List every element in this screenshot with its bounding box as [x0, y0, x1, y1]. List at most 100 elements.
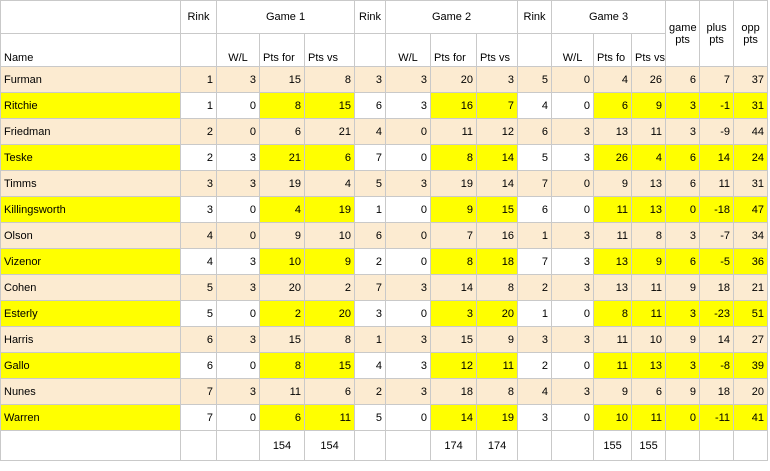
cell-pts-for-2[interactable]: 12: [430, 352, 478, 379]
cell-rink-2[interactable]: 1: [354, 196, 387, 223]
cell-rink-1[interactable]: 6: [180, 326, 217, 353]
cell-rink-2[interactable]: 4: [354, 352, 387, 379]
cell-pts-vs-3[interactable]: 13: [631, 196, 667, 223]
cell-pts-for-3[interactable]: 13: [593, 118, 633, 145]
cell-rink-1[interactable]: 5: [180, 274, 217, 301]
cell-rink-1[interactable]: 3: [180, 196, 217, 223]
cell-player-name[interactable]: Olson: [0, 222, 181, 249]
cell-plus-pts[interactable]: 11: [699, 170, 735, 197]
cell-rink-3[interactable]: 1: [517, 222, 553, 249]
cell-blank[interactable]: [551, 430, 595, 461]
cell-pts-vs-3[interactable]: 9: [631, 92, 667, 119]
cell-pts-vs-2[interactable]: 18: [476, 248, 519, 275]
cell-pts-for-3[interactable]: 4: [593, 66, 633, 93]
cell-rink-3[interactable]: 2: [517, 274, 553, 301]
cell-blank[interactable]: [180, 33, 217, 67]
cell-pts-for-2[interactable]: 14: [430, 274, 478, 301]
cell-plus-pts[interactable]: 14: [699, 144, 735, 171]
cell-player-name[interactable]: Furman: [0, 66, 181, 93]
cell-pts-vs-1[interactable]: 15: [303, 92, 356, 119]
cell-blank[interactable]: [733, 430, 769, 461]
cell-player-name[interactable]: Warren: [0, 404, 181, 431]
cell-plus-pts[interactable]: -5: [699, 248, 735, 275]
cell-opp-pts[interactable]: 24: [733, 144, 769, 171]
cell-pts-vs-3[interactable]: 11: [631, 274, 667, 301]
cell-rink-1[interactable]: 2: [180, 144, 217, 171]
cell-pts-for-2[interactable]: 14: [430, 404, 478, 431]
cell-pts-for-1[interactable]: 11: [259, 378, 305, 405]
cell-pts-for-3[interactable]: 6: [593, 92, 633, 119]
cell-plus-pts[interactable]: 18: [699, 274, 735, 301]
cell-plus-pts[interactable]: -1: [699, 92, 735, 119]
cell-wl-2[interactable]: 0: [385, 196, 432, 223]
cell-rink-2[interactable]: 5: [354, 170, 387, 197]
cell-pts-vs-3[interactable]: 11: [631, 300, 667, 327]
cell-game-pts[interactable]: 9: [665, 326, 701, 353]
cell-rink-2[interactable]: 3: [354, 300, 387, 327]
cell-pts-vs-3[interactable]: 4: [631, 144, 667, 171]
cell-wl-1[interactable]: 3: [216, 66, 260, 93]
cell-blank[interactable]: [354, 33, 387, 67]
cell-game-pts[interactable]: 6: [665, 66, 701, 93]
cell-rink-1[interactable]: 1: [180, 66, 217, 93]
cell-pts-vs-1[interactable]: 21: [303, 118, 356, 145]
cell-pts-vs-3[interactable]: 13: [631, 170, 667, 197]
header-plus-pts[interactable]: plus pts: [699, 0, 735, 67]
cell-opp-pts[interactable]: 21: [733, 274, 769, 301]
cell-pts-for-1[interactable]: 10: [259, 248, 305, 275]
cell-game-pts[interactable]: 9: [665, 274, 701, 301]
cell-plus-pts[interactable]: -9: [699, 118, 735, 145]
cell-blank[interactable]: [665, 430, 701, 461]
cell-rink-3[interactable]: 7: [517, 248, 553, 275]
cell-pts-vs-1[interactable]: 6: [303, 378, 356, 405]
cell-pts-vs-2[interactable]: 15: [476, 196, 519, 223]
cell-game-pts[interactable]: 3: [665, 300, 701, 327]
cell-blank[interactable]: [354, 430, 387, 461]
cell-wl-1[interactable]: 3: [216, 274, 260, 301]
cell-pts-vs-2[interactable]: 8: [476, 378, 519, 405]
cell-pts-for-1[interactable]: 8: [259, 352, 305, 379]
cell-pts-vs-1[interactable]: 6: [303, 144, 356, 171]
cell-total-pts-vs-2[interactable]: 174: [476, 430, 519, 461]
cell-wl-3[interactable]: 0: [551, 300, 595, 327]
cell-wl-2[interactable]: 3: [385, 170, 432, 197]
cell-total-pts-for-3[interactable]: 155: [593, 430, 633, 461]
cell-rink-2[interactable]: 2: [354, 248, 387, 275]
cell-wl-1[interactable]: 3: [216, 326, 260, 353]
cell-pts-vs-2[interactable]: 9: [476, 326, 519, 353]
cell-blank[interactable]: [216, 430, 260, 461]
cell-pts-for-3[interactable]: 11: [593, 326, 633, 353]
cell-player-name[interactable]: Killingsworth: [0, 196, 181, 223]
header-game-2[interactable]: Game 2: [385, 0, 519, 34]
cell-rink-3[interactable]: 7: [517, 170, 553, 197]
cell-opp-pts[interactable]: 31: [733, 170, 769, 197]
cell-opp-pts[interactable]: 20: [733, 378, 769, 405]
cell-pts-for-3[interactable]: 11: [593, 352, 633, 379]
cell-pts-vs-2[interactable]: 8: [476, 274, 519, 301]
cell-pts-vs-2[interactable]: 14: [476, 144, 519, 171]
cell-game-pts[interactable]: 0: [665, 404, 701, 431]
header-game-pts[interactable]: game pts: [665, 0, 701, 67]
cell-opp-pts[interactable]: 44: [733, 118, 769, 145]
cell-pts-for-3[interactable]: 11: [593, 196, 633, 223]
cell-pts-vs-1[interactable]: 8: [303, 326, 356, 353]
cell-wl-3[interactable]: 3: [551, 144, 595, 171]
cell-rink-2[interactable]: 3: [354, 66, 387, 93]
cell-wl-3[interactable]: 3: [551, 274, 595, 301]
cell-plus-pts[interactable]: -8: [699, 352, 735, 379]
header-rink-2[interactable]: Rink: [354, 0, 387, 34]
cell-pts-for-1[interactable]: 2: [259, 300, 305, 327]
header-name[interactable]: Name: [0, 33, 181, 67]
cell-wl-1[interactable]: 0: [216, 118, 260, 145]
cell-pts-for-2[interactable]: 7: [430, 222, 478, 249]
cell-plus-pts[interactable]: -11: [699, 404, 735, 431]
cell-total-pts-vs-3[interactable]: 155: [631, 430, 667, 461]
cell-pts-vs-3[interactable]: 11: [631, 404, 667, 431]
cell-wl-3[interactable]: 3: [551, 378, 595, 405]
cell-rink-2[interactable]: 2: [354, 378, 387, 405]
cell-wl-3[interactable]: 3: [551, 222, 595, 249]
cell-pts-vs-1[interactable]: 20: [303, 300, 356, 327]
cell-game-pts[interactable]: 6: [665, 248, 701, 275]
cell-wl-3[interactable]: 0: [551, 352, 595, 379]
cell-wl-1[interactable]: 0: [216, 222, 260, 249]
